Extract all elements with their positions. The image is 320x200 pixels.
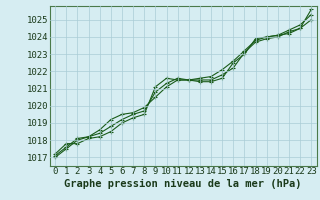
X-axis label: Graphe pression niveau de la mer (hPa): Graphe pression niveau de la mer (hPa) <box>64 179 302 189</box>
